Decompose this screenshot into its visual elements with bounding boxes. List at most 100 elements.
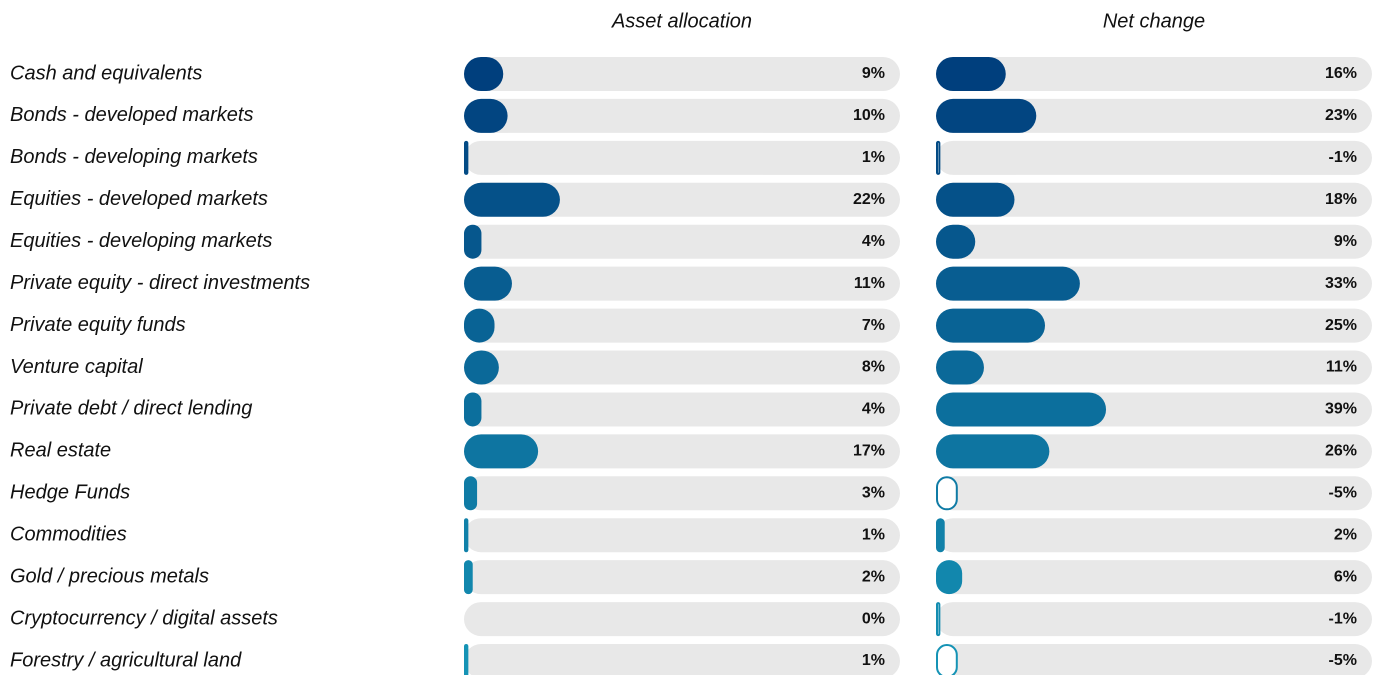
- category-label: Gold / precious metals: [10, 565, 209, 587]
- value-label: 18%: [1325, 191, 1357, 208]
- category-label: Private equity funds: [10, 314, 186, 336]
- bar-track: [464, 57, 900, 91]
- bar: [936, 350, 984, 385]
- category-label: Cryptocurrency / digital assets: [10, 607, 278, 629]
- category-label: Private debt / direct lending: [10, 398, 252, 420]
- category-label: Hedge Funds: [10, 482, 130, 504]
- bar-track: [464, 392, 900, 427]
- bar-track: [936, 644, 1372, 675]
- value-label: 0%: [862, 610, 885, 627]
- bar: [464, 434, 539, 469]
- bar-track: [936, 518, 1372, 553]
- value-label: 25%: [1325, 317, 1357, 334]
- bar: [464, 308, 495, 343]
- bar-track: [936, 140, 1372, 175]
- value-label: 39%: [1325, 401, 1357, 418]
- category-label: Forestry / agricultural land: [10, 649, 242, 671]
- bar: [936, 182, 1015, 217]
- bar: [464, 98, 508, 133]
- bar-track: [936, 57, 1372, 91]
- bar: [464, 266, 512, 301]
- bar: [464, 560, 473, 595]
- bar-track: [936, 98, 1372, 133]
- value-label: 23%: [1325, 107, 1357, 124]
- bar: [936, 266, 1080, 301]
- category-label: Equities - developing markets: [10, 230, 272, 252]
- bar-negative: [936, 140, 941, 175]
- value-label: 1%: [862, 149, 885, 166]
- bar: [464, 392, 482, 427]
- value-label: 6%: [1334, 568, 1357, 585]
- bar: [936, 98, 1037, 133]
- value-label: 17%: [853, 443, 885, 460]
- value-label: 16%: [1325, 65, 1357, 82]
- bar-negative: [936, 602, 941, 637]
- value-label: 2%: [1334, 526, 1357, 543]
- bar-track: [464, 182, 900, 217]
- value-label: 8%: [862, 359, 885, 376]
- bar-track: [936, 476, 1372, 511]
- bar-track: [936, 308, 1372, 343]
- value-label: 9%: [862, 65, 885, 82]
- value-label: 3%: [862, 485, 885, 502]
- bar-track: [936, 350, 1372, 385]
- bar: [936, 392, 1107, 427]
- value-label: -5%: [1329, 485, 1357, 502]
- bar-track: [464, 644, 900, 675]
- bar-track: [936, 224, 1372, 259]
- bar-negative: [936, 476, 958, 511]
- value-label: 11%: [1326, 359, 1357, 376]
- bar: [936, 224, 976, 259]
- category-label: Equities - developed markets: [10, 188, 268, 210]
- value-label: 1%: [862, 652, 885, 669]
- bar-track: [464, 266, 900, 301]
- bar: [464, 140, 469, 175]
- value-label: 10%: [853, 107, 885, 124]
- bar-track: [464, 140, 900, 175]
- value-label: -1%: [1329, 610, 1357, 627]
- category-label: Private equity - direct investments: [10, 272, 310, 294]
- bar: [936, 518, 945, 553]
- panel-title: Asset allocation: [611, 10, 752, 32]
- value-label: 7%: [862, 317, 885, 334]
- value-label: 22%: [853, 191, 885, 208]
- bar: [464, 350, 499, 385]
- bar: [464, 476, 478, 511]
- bar: [464, 644, 469, 675]
- bar: [464, 224, 482, 259]
- bar: [936, 57, 1006, 91]
- category-label: Commodities: [10, 524, 127, 546]
- bar-track: [464, 224, 900, 259]
- bar-track: [464, 560, 900, 595]
- bar-track: [464, 308, 900, 343]
- bar: [936, 560, 963, 595]
- category-label: Bonds - developed markets: [10, 104, 253, 126]
- value-label: -5%: [1329, 652, 1357, 669]
- bar: [936, 434, 1050, 469]
- category-label: Bonds - developing markets: [10, 146, 258, 168]
- category-label: Real estate: [10, 440, 111, 462]
- bar-track: [464, 434, 900, 469]
- bar-track: [464, 350, 900, 385]
- value-label: 9%: [1334, 233, 1357, 250]
- category-label: Venture capital: [10, 356, 143, 378]
- value-label: 1%: [862, 526, 885, 543]
- bar-track: [464, 602, 900, 637]
- value-label: 4%: [862, 401, 885, 418]
- bar-negative: [936, 644, 958, 675]
- bar: [464, 182, 560, 217]
- bar-track: [464, 98, 900, 133]
- panel-title: Net change: [1103, 10, 1205, 32]
- bar-track: [936, 560, 1372, 595]
- bar-track: [464, 518, 900, 553]
- value-label: 11%: [854, 275, 885, 292]
- value-label: 2%: [862, 568, 885, 585]
- value-label: 33%: [1325, 275, 1357, 292]
- bar: [464, 518, 469, 553]
- value-label: -1%: [1329, 149, 1357, 166]
- bar-track: [936, 602, 1372, 637]
- value-label: 4%: [862, 233, 885, 250]
- bar: [464, 57, 504, 91]
